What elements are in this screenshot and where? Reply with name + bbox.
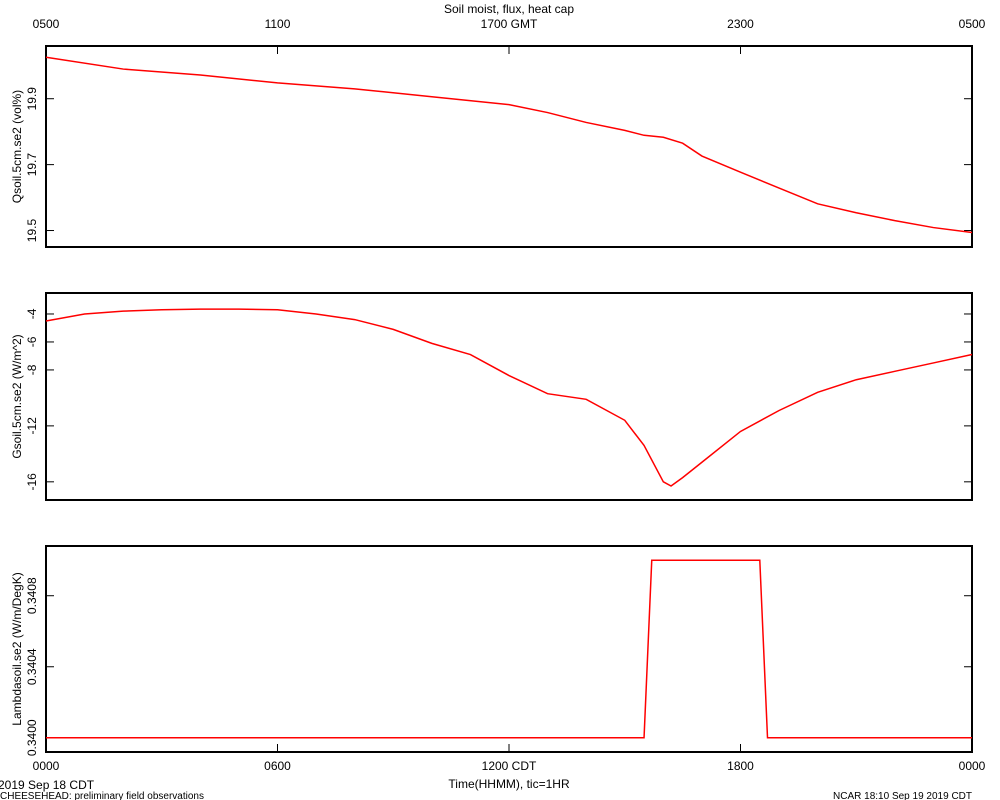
data-line — [45, 308, 973, 487]
plot-frame — [45, 545, 973, 753]
x-tick-label: 1200 CDT — [482, 759, 537, 773]
data-line — [45, 56, 973, 234]
x-tick-label: 0600 — [264, 759, 291, 773]
x-tick-label: 1100 — [265, 17, 291, 31]
chart-title: Soil moist, flux, heat cap — [444, 2, 574, 16]
date-label: 2019 Sep 18 CDT — [0, 778, 95, 792]
x-tick-label: 0000 — [33, 759, 60, 773]
y-tick-label: -4 — [25, 308, 39, 319]
y-axis-label: Lambdasoil.se2 (W/m/DegK) — [10, 572, 24, 725]
x-tick-label: 0000 — [959, 759, 986, 773]
y-tick-label: -12 — [25, 417, 39, 435]
y-tick-label: -16 — [25, 473, 39, 491]
x-tick-label: 2300 — [727, 17, 754, 31]
x-tick-label: 0500 — [959, 17, 986, 31]
plot-frame — [45, 45, 973, 248]
y-tick-label: 19.7 — [25, 153, 39, 177]
y-tick-label: 0.3408 — [25, 577, 39, 614]
y-axis-label: Gsoil.5cm.se2 (W/m^2) — [10, 334, 24, 458]
y-tick-label: -8 — [25, 364, 39, 375]
footer-right: NCAR 18:10 Sep 19 2019 CDT — [833, 791, 972, 800]
footer-left: CHEESEHEAD: preliminary field observatio… — [0, 791, 204, 800]
plot-frame — [45, 292, 973, 501]
x-tick-label: 0500 — [33, 17, 60, 31]
y-tick-label: 0.3404 — [25, 648, 39, 685]
data-line — [46, 559, 972, 739]
y-tick-label: -6 — [25, 336, 39, 347]
y-axis-label: Qsoil.5cm.se2 (vol%) — [10, 90, 24, 203]
y-tick-label: 19.5 — [25, 219, 39, 243]
y-tick-label: 0.3400 — [25, 719, 39, 756]
x-tick-label: 1700 GMT — [481, 17, 538, 31]
y-tick-label: 19.9 — [25, 87, 39, 111]
x-tick-label: 1800 — [727, 759, 754, 773]
x-axis-label: Time(HHMM), tic=1HR — [448, 777, 570, 791]
